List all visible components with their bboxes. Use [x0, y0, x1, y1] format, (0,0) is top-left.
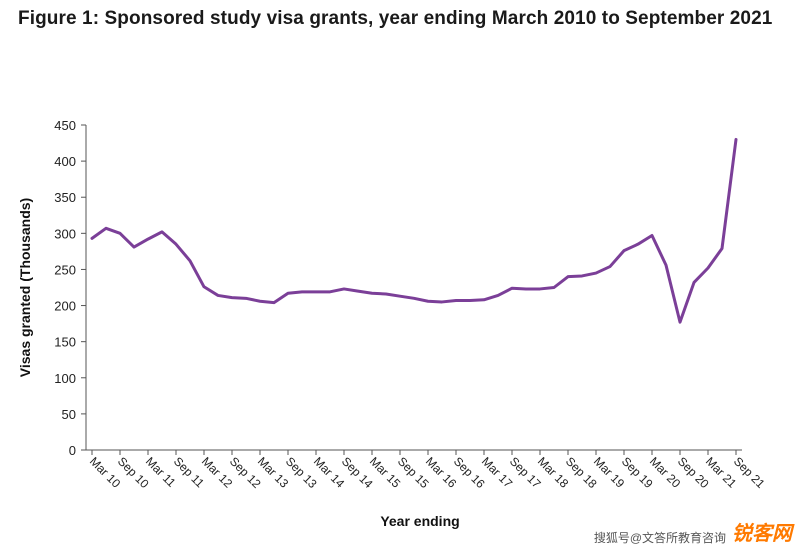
watermark: 搜狐号@文答所教育咨询 锐客网 [594, 517, 792, 546]
y-tick-label: 150 [54, 335, 76, 350]
y-tick-label: 400 [54, 154, 76, 169]
y-tick-label: 100 [54, 371, 76, 386]
x-axis-title: Year ending [380, 513, 459, 529]
y-tick-label: 200 [54, 299, 76, 314]
y-tick-label: 0 [69, 443, 76, 458]
y-axis: 0 50 100 150 200 250 300 350 400 450 [54, 118, 87, 458]
watermark-text: 搜狐号@文答所教育咨询 [593, 531, 726, 545]
page-title: Figure 1: Sponsored study visa grants, y… [18, 8, 773, 29]
y-tick-label: 50 [62, 407, 76, 422]
y-tick-label: 350 [54, 190, 76, 205]
series-line [90, 137, 738, 324]
y-tick-label: 250 [54, 262, 76, 277]
y-axis-title: Visas granted (Thousands) [17, 198, 33, 377]
y-tick-label: 450 [54, 118, 76, 133]
watermark-brand-logo: 锐客网 [732, 523, 792, 545]
series-layer [90, 137, 738, 324]
x-tick-label: Sep 21 [731, 454, 768, 491]
x-tick-label: Mar 11 [143, 454, 179, 490]
x-tick-label: Sep 11 [171, 454, 207, 490]
y-tick-label: 300 [54, 226, 76, 241]
